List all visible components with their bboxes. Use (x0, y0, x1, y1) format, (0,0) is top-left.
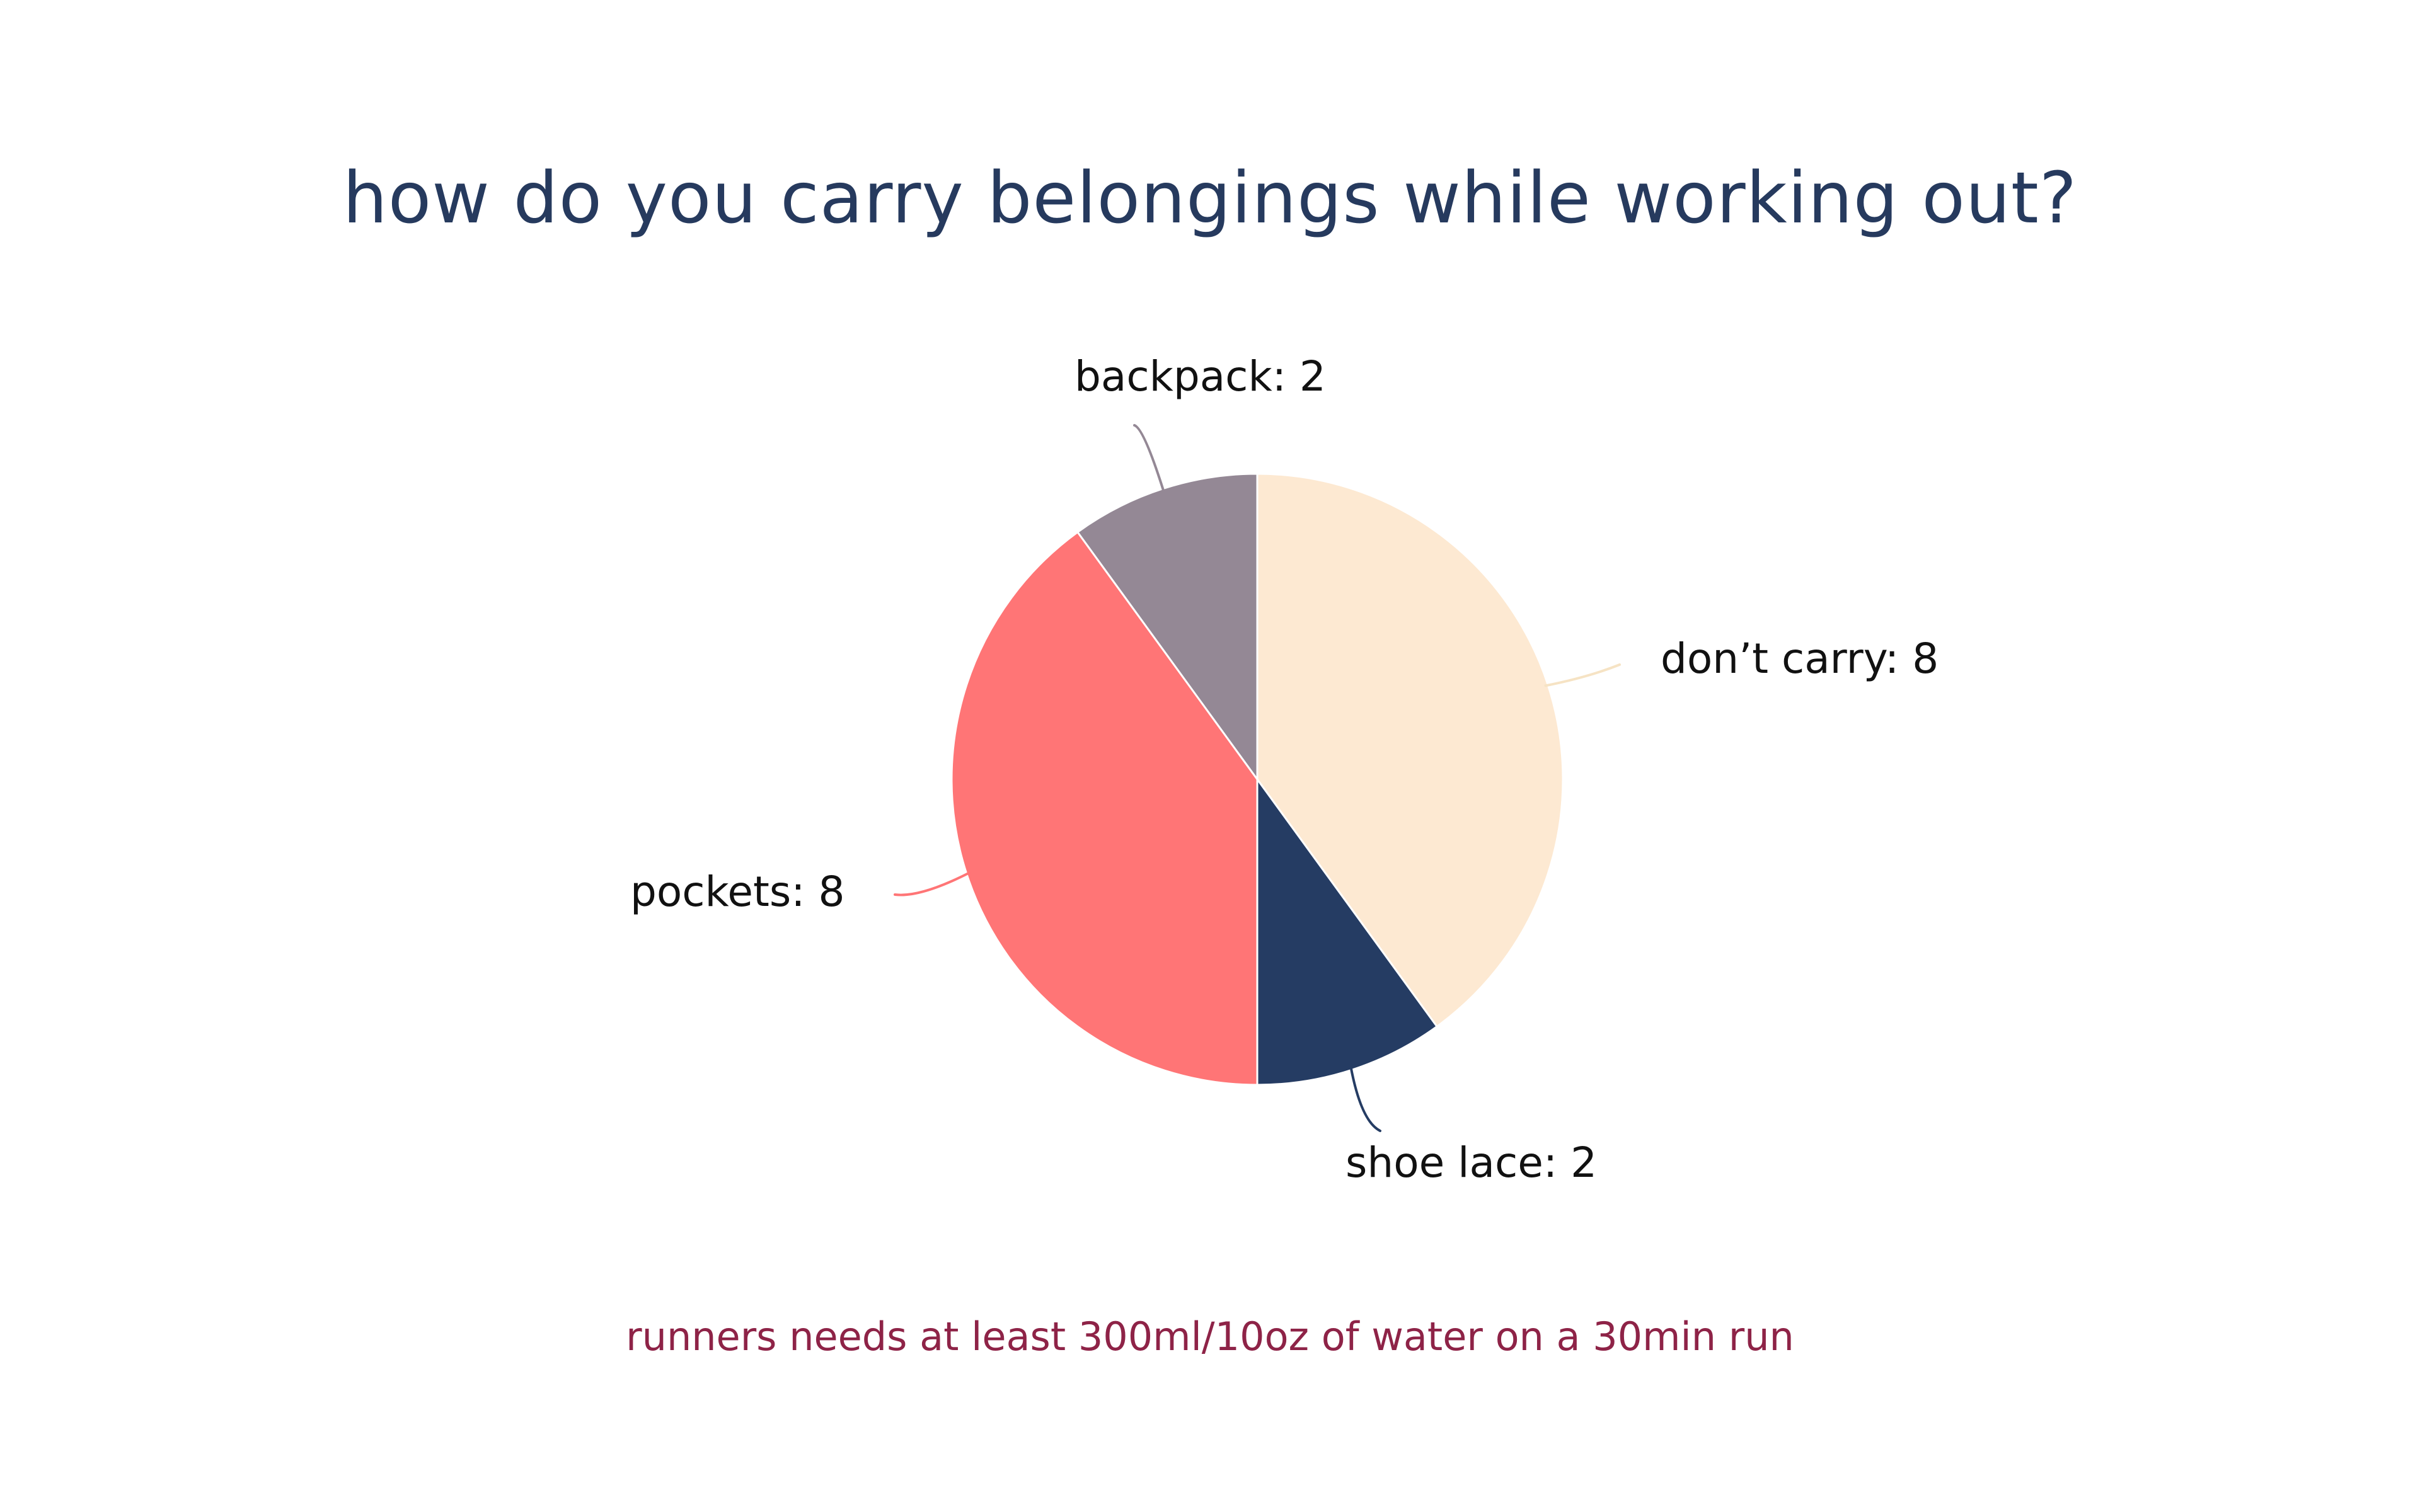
pie-slices (950, 472, 1564, 1086)
leader-line (1133, 424, 1165, 493)
slice-label: pockets: 8 (630, 868, 845, 916)
pie-labels: don’t carry: 8 shoe lace: 2 pockets: 8 back… (630, 352, 1939, 1187)
leader-line (1349, 1066, 1381, 1132)
chart-title: how do you carry belongings while workin… (342, 158, 2078, 239)
leader-line (894, 871, 971, 896)
chart-footnote: runners needs at least 300ml/10oz of wat… (626, 1314, 1794, 1360)
slice-label: don’t carry: 8 (1661, 634, 1939, 683)
slice-label: backpack: 2 (1075, 352, 1326, 401)
slice-label: shoe lace: 2 (1345, 1138, 1597, 1187)
leader-line (1544, 663, 1621, 687)
